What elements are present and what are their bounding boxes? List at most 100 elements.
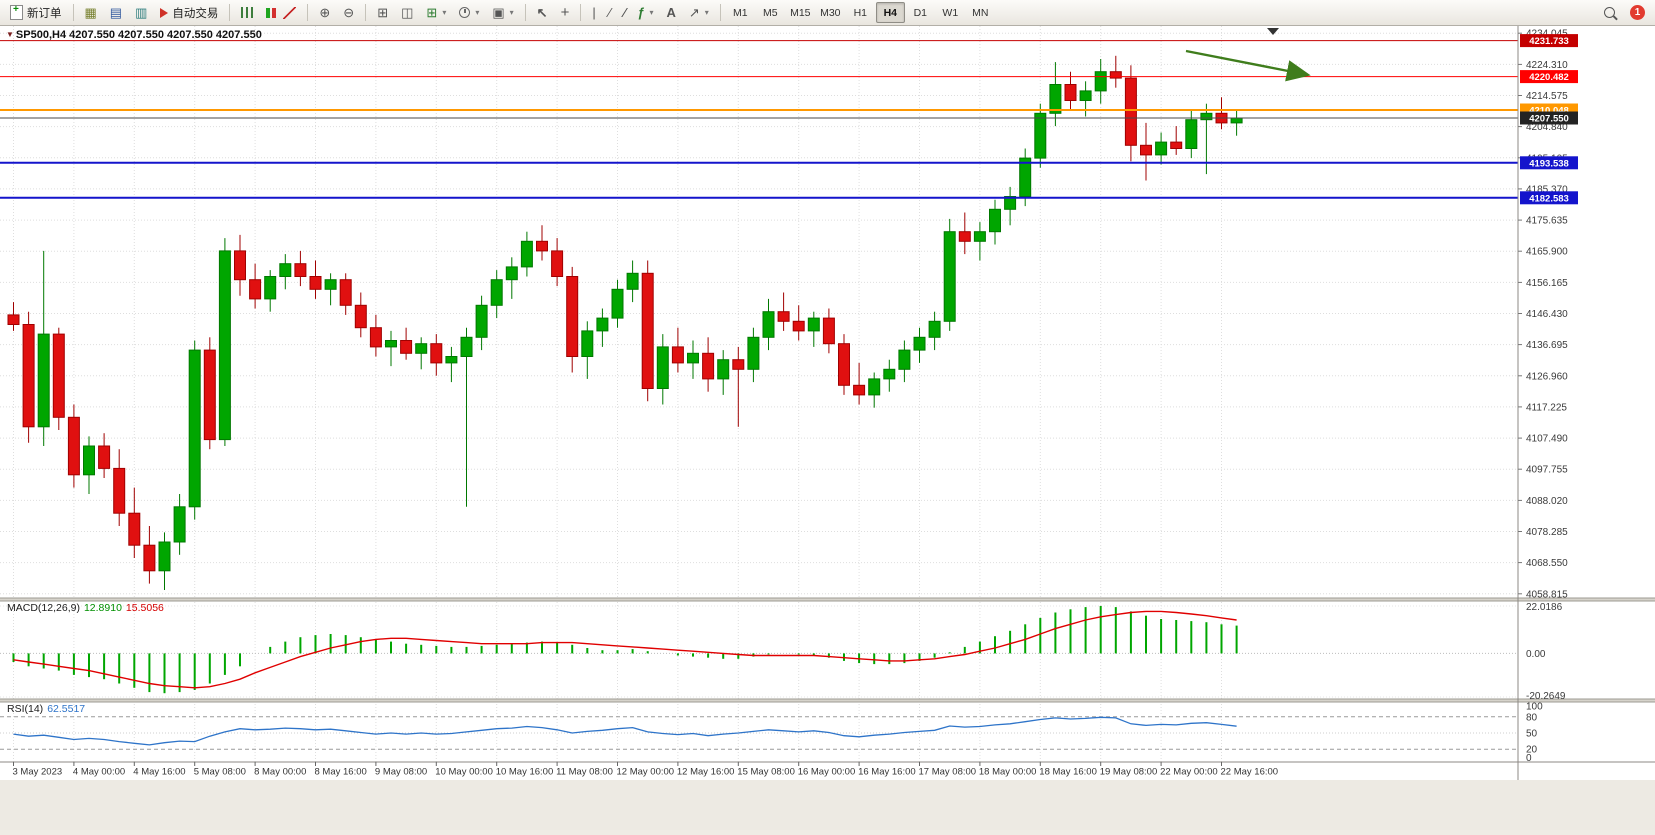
toolbar-separator — [720, 4, 721, 21]
timeframe-button-m15[interactable]: M15 — [786, 2, 815, 23]
candle-body — [718, 360, 729, 379]
time-axis-label: 12 May 16:00 — [677, 767, 735, 778]
candle-body — [823, 318, 834, 344]
trendline-icon: ∕ — [609, 6, 611, 19]
search-button[interactable] — [1598, 2, 1621, 24]
cursor-tool-button[interactable]: ↖ — [531, 2, 554, 24]
price-tag-label: 4182.583 — [1529, 193, 1569, 204]
candle-body — [672, 347, 683, 363]
channel-tool-button[interactable]: ∕∕ — [618, 2, 630, 24]
auto-trading-label: 自动交易 — [172, 5, 218, 21]
bar-chart-icon — [241, 7, 253, 18]
price-axis-label: 4136.695 — [1526, 340, 1568, 351]
new-chart-button[interactable]: ⊞▾ — [420, 2, 452, 24]
candle-body — [1065, 85, 1076, 101]
candle-body — [1156, 142, 1167, 155]
toolbar-separator — [525, 4, 526, 21]
price-axis-label: 4165.900 — [1526, 247, 1568, 258]
terminal-button[interactable]: ▥ — [129, 2, 153, 24]
candlestick-chart-icon — [266, 8, 270, 18]
market-watch-icon: ▦ — [85, 6, 97, 19]
timeframe-button-w1[interactable]: W1 — [936, 2, 965, 23]
vertical-line-icon: | — [592, 6, 595, 19]
candle-body — [114, 468, 125, 513]
price-axis-label: 4097.755 — [1526, 465, 1568, 476]
indicators-icon: ƒ — [637, 6, 644, 19]
candle-body — [1141, 145, 1152, 155]
price-axis-label: 4126.960 — [1526, 371, 1568, 382]
candle-body — [1201, 113, 1212, 119]
cascade-windows-icon: ◫ — [401, 6, 413, 19]
candle-body — [1020, 158, 1031, 196]
candlestick-chart-button[interactable] — [260, 2, 276, 24]
candle-body — [944, 232, 955, 322]
candle-body — [476, 305, 487, 337]
chevron-down-icon: ▾ — [475, 8, 479, 17]
arrow-tool-button[interactable]: ↗▾ — [683, 2, 715, 24]
new-order-button[interactable]: 新订单 — [4, 2, 68, 24]
timeframe-button-m1[interactable]: M1 — [726, 2, 755, 23]
cascade-windows-button[interactable]: ◫ — [395, 2, 419, 24]
candle-body — [929, 321, 940, 337]
candle-body — [627, 273, 638, 289]
candle-body — [38, 334, 49, 427]
time-axis-label: 19 May 08:00 — [1100, 767, 1158, 778]
candle-body — [612, 289, 623, 318]
trendline-tool-button[interactable]: ∕ — [603, 2, 617, 24]
notification-badge[interactable]: 1 — [1630, 5, 1645, 20]
timeframe-button-h4[interactable]: H4 — [876, 2, 905, 23]
candle-body — [884, 369, 895, 379]
price-axis-label: 4156.165 — [1526, 278, 1568, 289]
time-axis-label: 3 May 2023 — [13, 767, 63, 778]
candle-body — [990, 209, 1001, 231]
timeframe-button-h1[interactable]: H1 — [846, 2, 875, 23]
tile-windows-button[interactable]: ⊞ — [371, 2, 394, 24]
candle-body — [642, 273, 653, 388]
candle-body — [657, 347, 668, 389]
candle-body — [265, 277, 276, 299]
candle-body — [521, 241, 532, 267]
candle-body — [1231, 118, 1242, 123]
candle-body — [778, 312, 789, 322]
screenshot-button[interactable]: ▣▾ — [486, 2, 519, 24]
window-filler — [0, 780, 1655, 830]
period-button[interactable]: ▾ — [453, 2, 485, 24]
candle-body — [1050, 85, 1061, 114]
navigator-button[interactable]: ▤ — [104, 2, 128, 24]
indicators-button[interactable]: ƒ▾ — [631, 2, 659, 24]
time-axis-label: 9 May 08:00 — [375, 767, 427, 778]
candle-body — [763, 312, 774, 338]
candle-body — [748, 337, 759, 369]
crosshair-tool-button[interactable]: + — [555, 2, 576, 24]
navigator-icon: ▤ — [110, 6, 122, 19]
tile-windows-icon: ⊞ — [377, 6, 388, 19]
price-tag-label: 4231.733 — [1529, 36, 1569, 47]
timeframe-button-mn[interactable]: MN — [966, 2, 995, 23]
candle-body — [839, 344, 850, 386]
candle-body — [386, 341, 397, 347]
timeframe-button-m30[interactable]: M30 — [816, 2, 845, 23]
zoom-out-button[interactable]: ⊖ — [337, 2, 360, 24]
arrow-tool-icon: ↗ — [689, 6, 700, 19]
timeframe-button-d1[interactable]: D1 — [906, 2, 935, 23]
new-chart-icon: ⊞ — [426, 6, 437, 19]
toolbar-separator — [365, 4, 366, 21]
zoom-in-button[interactable]: ⊕ — [313, 2, 336, 24]
terminal-icon: ▥ — [135, 6, 147, 19]
timeframe-button-m5[interactable]: M5 — [756, 2, 785, 23]
vertical-line-tool-button[interactable]: | — [586, 2, 601, 24]
time-axis-label: 18 May 00:00 — [979, 767, 1037, 778]
auto-trading-button[interactable]: 自动交易 — [154, 2, 224, 24]
candle-body — [431, 344, 442, 363]
text-tool-button[interactable]: A — [660, 2, 681, 24]
market-watch-button[interactable]: ▦ — [79, 2, 103, 24]
rsi-scale-label: 0 — [1526, 753, 1532, 764]
bar-chart-button[interactable] — [235, 2, 259, 24]
candle-body — [99, 446, 110, 468]
line-chart-button[interactable] — [277, 2, 302, 24]
candle-body — [1095, 72, 1106, 91]
candle-body — [793, 321, 804, 331]
candle-body — [219, 251, 230, 440]
